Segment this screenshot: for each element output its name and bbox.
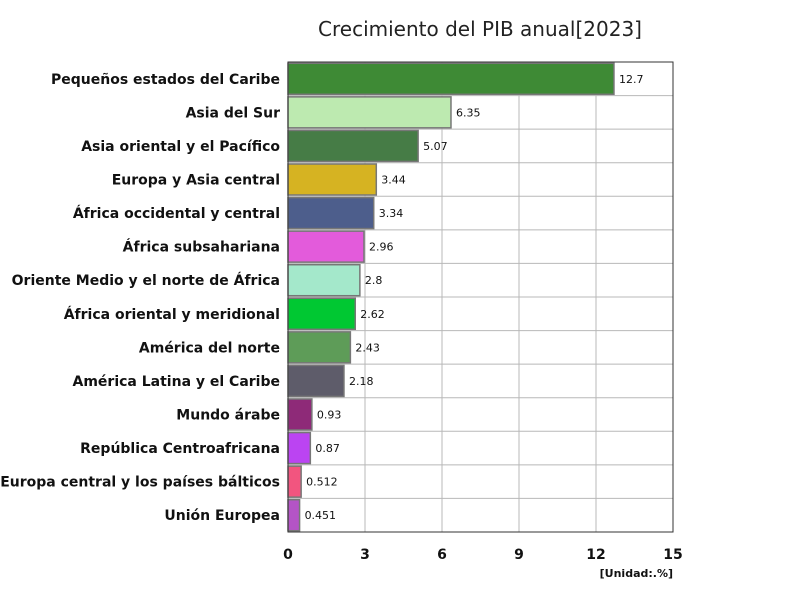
bar	[287, 364, 345, 398]
category-label: Unión Europea	[164, 508, 280, 524]
bar	[287, 263, 361, 297]
category-label: África occidental y central	[73, 205, 280, 222]
category-label: República Centroafricana	[80, 441, 280, 457]
x-tick-label: 0	[283, 547, 293, 563]
category-label: Pequeños estados del Caribe	[51, 72, 280, 88]
chart-title: Crecimiento del PIB anual[2023]	[318, 17, 642, 41]
bar	[287, 398, 313, 431]
category-label: Oriente Medio y el norte de África	[12, 272, 280, 289]
bar	[287, 163, 378, 196]
value-label: 12.7	[619, 73, 644, 86]
category-label: Asia oriental y el Pacífico	[81, 139, 280, 155]
value-labels: 12.7 6.35 5.07 3.44 3.34 2.96 2.8 2.62 2.43 2.18 0…	[305, 73, 644, 522]
value-label: 3.34	[379, 207, 404, 220]
category-label: Europa y Asia central	[112, 173, 280, 189]
x-tick-label: 3	[360, 547, 370, 563]
bar	[287, 196, 375, 230]
value-label: 2.62	[360, 308, 385, 321]
x-tick-label: 9	[514, 547, 524, 563]
x-tick-label: 12	[586, 547, 605, 563]
bar	[287, 465, 302, 498]
x-axis-ticks: 0 3 6 9 12 15	[283, 547, 683, 563]
value-label: 0.87	[315, 442, 340, 455]
category-label: América del norte	[139, 340, 280, 356]
category-label: Europa central y los países bálticos	[0, 475, 280, 491]
x-tick-label: 6	[437, 547, 447, 563]
value-label: 0.512	[306, 476, 338, 489]
bar	[287, 498, 301, 532]
bar	[287, 62, 615, 96]
category-label: Asia del Sur	[186, 105, 281, 121]
bar	[287, 431, 312, 465]
category-labels: Pequeños estados del Caribe Asia del Sur A…	[0, 72, 280, 524]
category-label: Mundo árabe	[176, 408, 280, 424]
plot-frame	[287, 61, 674, 533]
value-label: 2.43	[355, 341, 380, 354]
category-label: América Latina y el Caribe	[73, 374, 281, 390]
bar	[287, 297, 356, 331]
bar	[287, 230, 365, 263]
category-label: África oriental y meridional	[64, 306, 280, 323]
value-label: 5.07	[423, 140, 448, 153]
bar	[287, 96, 452, 129]
value-label: 0.93	[317, 409, 342, 422]
value-label: 3.44	[381, 174, 406, 187]
value-label: 0.451	[305, 509, 337, 522]
x-tick-label: 15	[663, 547, 682, 563]
bar	[287, 129, 419, 163]
value-label: 2.8	[365, 274, 383, 287]
category-label: África subsahariana	[123, 239, 280, 256]
bar	[287, 331, 352, 364]
value-label: 2.96	[369, 241, 394, 254]
value-label: 2.18	[349, 375, 374, 388]
value-label: 6.35	[456, 106, 481, 119]
bars	[287, 62, 615, 532]
unit-label: [Unidad:.%]	[600, 567, 673, 580]
